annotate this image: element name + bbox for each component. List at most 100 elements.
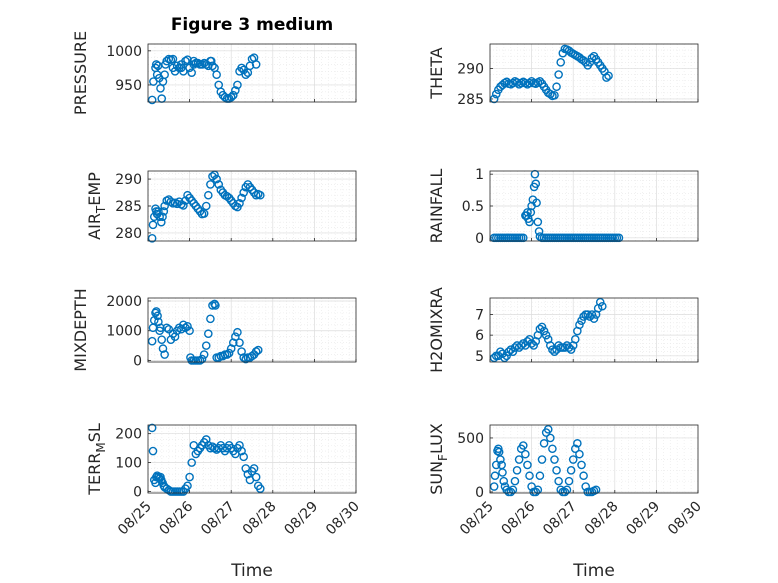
x-tick-label: 08/25 bbox=[457, 499, 497, 539]
data-point bbox=[168, 54, 178, 64]
y-tick-label: 7 bbox=[475, 308, 484, 324]
data-point bbox=[489, 94, 499, 104]
data-point bbox=[181, 56, 190, 66]
data-point bbox=[577, 316, 586, 326]
data-point bbox=[211, 301, 220, 310]
data-point bbox=[251, 347, 261, 356]
y-tick-label: 950 bbox=[115, 78, 142, 94]
data-point bbox=[490, 471, 500, 481]
y-tick-label: 0 bbox=[475, 231, 484, 247]
data-point bbox=[256, 484, 265, 493]
data-point bbox=[147, 234, 157, 243]
data-point bbox=[489, 353, 499, 363]
data-point bbox=[535, 324, 545, 334]
data-point bbox=[239, 353, 248, 362]
data-point bbox=[518, 339, 528, 348]
data-point bbox=[525, 471, 534, 481]
data-point bbox=[587, 53, 597, 63]
data-point bbox=[212, 70, 221, 80]
x-tick-label: 08/28 bbox=[582, 499, 622, 539]
data-point bbox=[187, 458, 196, 467]
data-point bbox=[148, 220, 158, 230]
data-point bbox=[548, 345, 557, 354]
data-point bbox=[523, 460, 532, 470]
h2omixra-y-label: H2OMIXRA bbox=[427, 287, 446, 373]
data-point bbox=[189, 60, 199, 69]
data-point bbox=[235, 440, 244, 450]
h2omixra-axes-box bbox=[489, 297, 699, 363]
data-point bbox=[498, 468, 507, 477]
data-point bbox=[525, 217, 534, 227]
data-point bbox=[521, 449, 530, 459]
data-point bbox=[548, 444, 557, 454]
data-point bbox=[158, 212, 167, 222]
data-point bbox=[537, 455, 547, 464]
data-point bbox=[155, 212, 164, 222]
y-tick-label: 1000 bbox=[106, 324, 142, 340]
data-point bbox=[247, 54, 257, 64]
data-point bbox=[172, 61, 182, 71]
mixdepth-axes: 0 1000 2000 MIXDEPTH bbox=[71, 288, 357, 372]
h2omixra-series bbox=[489, 297, 607, 363]
data-point bbox=[157, 335, 167, 344]
terr_msl-axes: 0 100 200 TERRMSL 08/25 08/26 08/27 08/28 08/29 0… bbox=[85, 423, 363, 538]
data-point bbox=[233, 327, 242, 337]
data-point bbox=[566, 466, 576, 475]
theta-series bbox=[489, 44, 613, 104]
pressure-axes-box bbox=[147, 43, 357, 103]
y-tick-label: 0.5 bbox=[462, 199, 484, 215]
data-point bbox=[204, 329, 213, 339]
data-point bbox=[237, 446, 246, 456]
data-point bbox=[496, 455, 505, 464]
data-point bbox=[579, 471, 588, 481]
data-point bbox=[197, 60, 207, 69]
data-point bbox=[204, 190, 213, 200]
data-point bbox=[575, 449, 584, 459]
data-point bbox=[491, 89, 501, 99]
data-point bbox=[526, 208, 536, 217]
data-point bbox=[199, 209, 209, 218]
rainfall-y-label: RAINFALL bbox=[427, 169, 446, 244]
data-point bbox=[556, 58, 566, 67]
data-point bbox=[183, 481, 192, 491]
data-point bbox=[160, 350, 169, 359]
air_temp-axes: 280 285 290 AIRTEMP bbox=[85, 170, 357, 243]
mixdepth-series bbox=[147, 299, 263, 365]
y-tick-label: 500 bbox=[457, 431, 484, 447]
y-tick-label: 2000 bbox=[106, 294, 142, 310]
data-point bbox=[602, 73, 611, 82]
x-axis-label-right: Time bbox=[572, 561, 615, 581]
y-tick-label: 100 bbox=[115, 456, 142, 472]
data-point bbox=[527, 339, 536, 348]
y-tick-label: 1 bbox=[475, 167, 484, 183]
data-point bbox=[147, 336, 157, 346]
y-tick-label: 290 bbox=[115, 172, 142, 188]
data-point bbox=[581, 482, 590, 491]
y-tick-label: 1000 bbox=[106, 44, 142, 60]
data-point bbox=[206, 314, 215, 324]
y-tick-label: 200 bbox=[115, 427, 142, 443]
figure-title: Figure 3 medium bbox=[171, 15, 333, 35]
data-point bbox=[206, 180, 215, 189]
data-point bbox=[235, 338, 244, 347]
data-point bbox=[518, 233, 528, 243]
data-point bbox=[552, 466, 561, 475]
data-point bbox=[253, 345, 263, 355]
data-point bbox=[531, 487, 541, 497]
data-point bbox=[201, 201, 211, 211]
data-point bbox=[185, 326, 194, 336]
x-tick-label: 08/29 bbox=[623, 499, 663, 539]
data-point bbox=[510, 476, 520, 486]
mixdepth-y-label: MIXDEPTH bbox=[71, 288, 90, 371]
data-point bbox=[516, 341, 526, 350]
data-point bbox=[251, 472, 261, 482]
data-point bbox=[164, 485, 174, 495]
data-point bbox=[208, 61, 217, 71]
data-point bbox=[235, 199, 244, 208]
data-point bbox=[614, 233, 624, 243]
pressure-axes: 950 1000 PRESSURE bbox=[71, 31, 357, 115]
sun_flux-series bbox=[489, 425, 601, 497]
data-point bbox=[147, 423, 157, 433]
data-point bbox=[152, 307, 161, 316]
